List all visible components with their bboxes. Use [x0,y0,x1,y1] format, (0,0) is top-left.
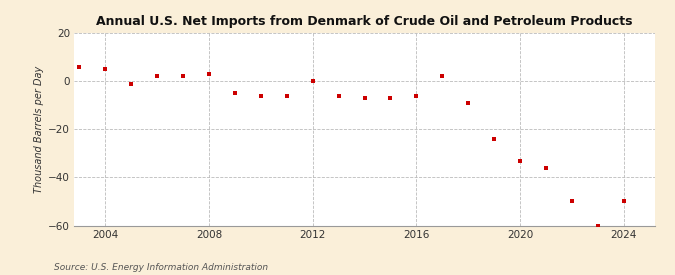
Title: Annual U.S. Net Imports from Denmark of Crude Oil and Petroleum Products: Annual U.S. Net Imports from Denmark of … [97,15,632,28]
Text: Source: U.S. Energy Information Administration: Source: U.S. Energy Information Administ… [54,263,268,272]
Y-axis label: Thousand Barrels per Day: Thousand Barrels per Day [34,66,44,193]
